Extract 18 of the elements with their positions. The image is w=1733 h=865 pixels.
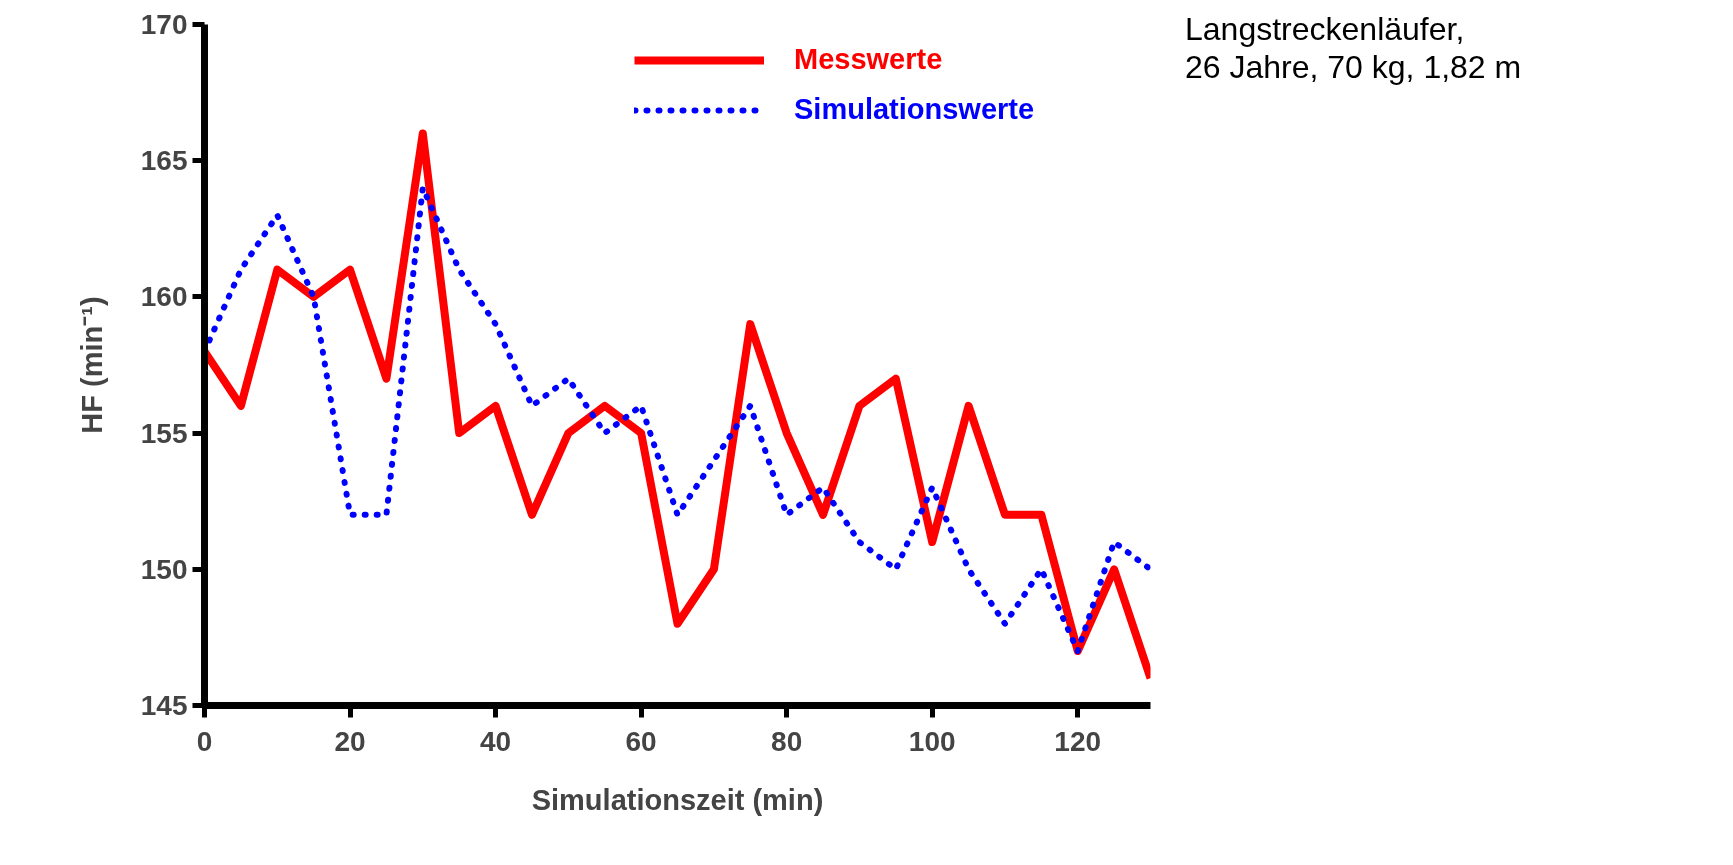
legend-label: Simulationswerte <box>794 93 1035 126</box>
y-tick-label: 145 <box>140 690 188 721</box>
x-tick-label: 60 <box>625 725 657 757</box>
y-tick-label: 160 <box>140 281 188 313</box>
x-tick-label: 20 <box>334 725 366 757</box>
legend-label: Messwerte <box>794 43 943 76</box>
x-axis-title: Simulationszeit (min) <box>531 783 824 816</box>
x-tick-label: 100 <box>908 725 956 757</box>
x-tick-label: 40 <box>480 725 512 757</box>
text: Langstreckenläufer, 26 Jahre, 70 kg, 1,82 m <box>1185 10 1522 87</box>
x-tick-label: 0 <box>196 725 213 757</box>
y-tick-label: 165 <box>140 145 188 177</box>
x-tick-label: 120 <box>1054 725 1102 757</box>
x-tick-label: 80 <box>771 725 803 757</box>
y-tick-label: 150 <box>140 553 188 585</box>
y-axis-title: HF (min⁻¹) <box>75 296 108 434</box>
y-tick-label: 155 <box>140 417 188 449</box>
y-tick-label: 170 <box>140 9 188 40</box>
